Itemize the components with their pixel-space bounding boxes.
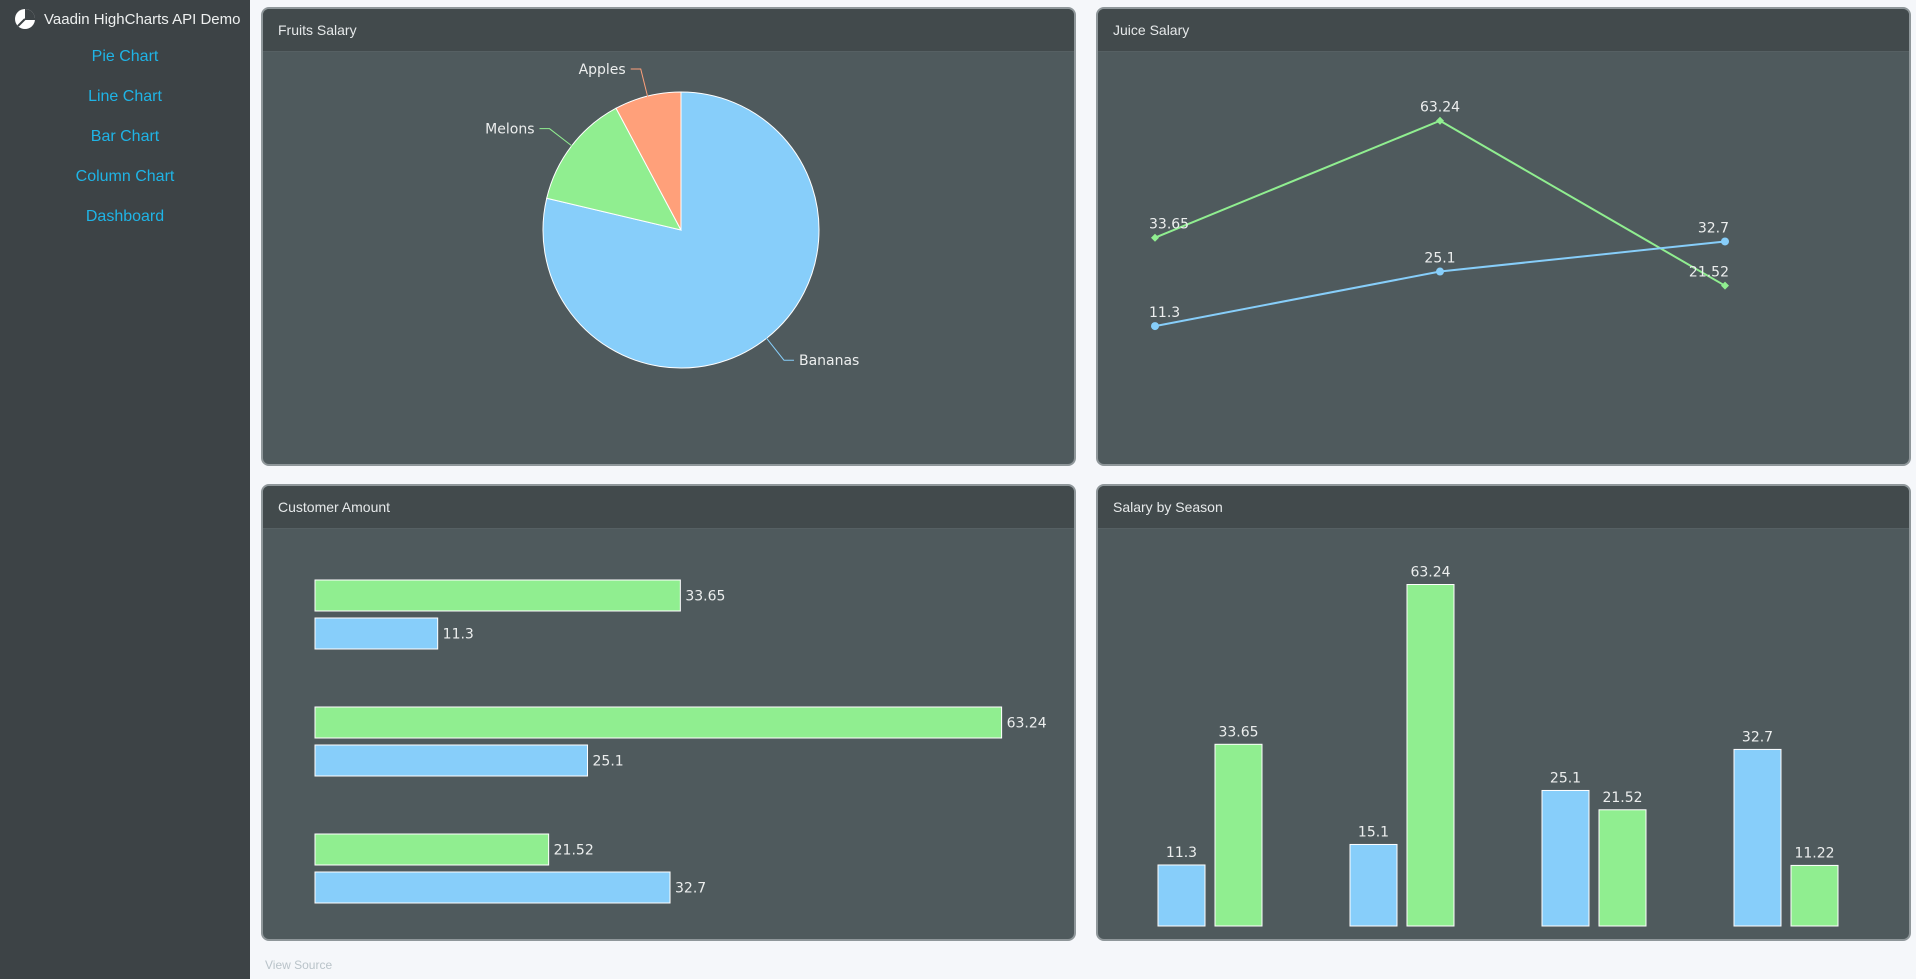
nav-item-dashboard[interactable]: Dashboard <box>85 208 165 225</box>
line-point[interactable] <box>1151 233 1159 242</box>
view-source-link[interactable]: View Source <box>265 958 333 972</box>
pie-connector-melons <box>539 128 574 148</box>
bar-data-label: 33.65 <box>685 589 725 605</box>
column-data-label: 11.3 <box>1166 845 1197 861</box>
column[interactable] <box>1157 864 1206 927</box>
line-point[interactable] <box>1151 322 1159 331</box>
card-title: Salary by Season <box>1098 486 1909 529</box>
line-data-label: 32.7 <box>1698 220 1729 236</box>
bar[interactable] <box>314 744 589 777</box>
juice-salary-card: Juice Salary 33.65 63.24 21.52 11.3 25.1 32.7 <box>1096 7 1911 466</box>
bar[interactable] <box>314 871 671 904</box>
bar-data-label: 11.3 <box>443 627 474 643</box>
column-data-label: 15.1 <box>1358 824 1389 840</box>
column[interactable] <box>1406 584 1455 927</box>
line-point[interactable] <box>1436 116 1444 125</box>
line-data-label: 21.52 <box>1689 265 1729 281</box>
bar-data-label: 32.7 <box>675 881 706 897</box>
card-title: Customer Amount <box>263 486 1074 529</box>
column-data-label: 11.22 <box>1794 845 1834 861</box>
line-point[interactable] <box>1721 237 1729 246</box>
bar[interactable] <box>314 833 550 866</box>
line-point[interactable] <box>1436 267 1444 276</box>
line-data-label: 33.65 <box>1149 217 1189 233</box>
column-data-label: 21.52 <box>1602 790 1642 806</box>
pie-connector-bananas <box>764 336 794 361</box>
customer-amount-card: Customer Amount 33.65 11.3 63.24 25.1 21.52 3… <box>261 484 1076 941</box>
juice-line-chart: 33.65 63.24 21.52 11.3 25.1 32.7 <box>1149 100 1729 331</box>
pie-connector-apples <box>630 68 649 99</box>
fruits-salary-card: Fruits Salary Bananas Melons Apples <box>261 7 1076 466</box>
main-nav: Pie Chart Line Chart Bar Chart Column Ch… <box>0 44 250 244</box>
column[interactable] <box>1790 864 1839 927</box>
column[interactable] <box>1598 809 1647 927</box>
column[interactable] <box>1541 789 1590 927</box>
card-title: Juice Salary <box>1098 9 1909 52</box>
nav-item-column-chart[interactable]: Column Chart <box>75 168 175 185</box>
column[interactable] <box>1349 843 1398 927</box>
bar[interactable] <box>314 617 439 650</box>
salary-by-season-card: Salary by Season 11.3 33.65 15.1 63.24 25.1 2… <box>1096 484 1911 941</box>
pie-label-bananas: Bananas <box>799 353 859 369</box>
pie-label-melons: Melons <box>485 122 534 138</box>
line-point[interactable] <box>1721 281 1729 290</box>
column-data-label: 63.24 <box>1410 565 1450 581</box>
season-column-chart: 11.3 33.65 15.1 63.24 25.1 21.52 32.7 11.22 <box>1157 565 1839 927</box>
nav-item-line-chart[interactable]: Line Chart <box>88 88 162 105</box>
card-title: Fruits Salary <box>263 9 1074 52</box>
bar[interactable] <box>314 706 1003 739</box>
column-data-label: 33.65 <box>1218 724 1258 740</box>
column[interactable] <box>1214 743 1263 927</box>
bar-data-label: 21.52 <box>554 843 594 859</box>
nav-item-bar-chart[interactable]: Bar Chart <box>90 128 160 145</box>
line-data-label: 11.3 <box>1149 305 1180 321</box>
pie-label-apples: Apples <box>579 62 626 78</box>
column-data-label: 25.1 <box>1550 770 1581 786</box>
nav-item-pie-chart[interactable]: Pie Chart <box>91 48 159 65</box>
fruits-pie-chart: Bananas Melons Apples <box>485 62 859 369</box>
app-title: Vaadin HighCharts API Demo <box>44 10 241 28</box>
customer-bar-chart: 33.65 11.3 63.24 25.1 21.52 32.7 <box>314 579 1047 904</box>
line-data-label: 63.24 <box>1420 100 1460 116</box>
column[interactable] <box>1733 748 1782 927</box>
bar-data-label: 25.1 <box>593 754 624 770</box>
column-data-label: 32.7 <box>1742 729 1773 745</box>
bar-data-label: 63.24 <box>1007 716 1047 732</box>
bar[interactable] <box>314 579 681 612</box>
pie-chart-logo-icon <box>15 9 35 29</box>
sidebar: Vaadin HighCharts API Demo Pie Chart Lin… <box>0 0 250 979</box>
line-data-label: 25.1 <box>1424 251 1455 267</box>
app-brand[interactable]: Vaadin HighCharts API Demo <box>14 8 241 30</box>
